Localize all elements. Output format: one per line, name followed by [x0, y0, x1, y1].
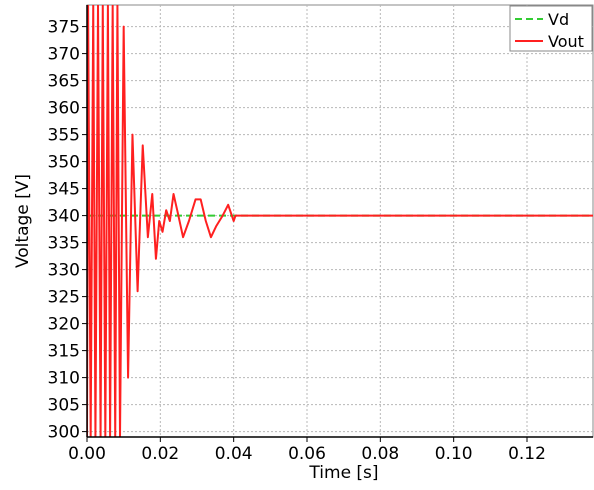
legend-label-vd: Vd	[548, 10, 569, 29]
axes	[82, 5, 593, 442]
y-tick-label: 345	[48, 180, 80, 200]
y-tick-label: 365	[48, 72, 80, 92]
x-axis-label: Time [s]	[308, 463, 378, 483]
x-tick-label: 0.10	[435, 444, 473, 464]
y-tick-labels: 300 305 310 315 320 325 330 335 340 345 350 355 360 3…	[48, 18, 80, 443]
y-tick-label: 305	[48, 396, 80, 416]
y-tick-label: 355	[48, 126, 80, 146]
y-tick-label: 325	[48, 288, 80, 308]
x-tick-labels: 0.00 0.02 0.04 0.06 0.08 0.10 0.12	[68, 444, 546, 464]
y-axis-label: Voltage [V]	[13, 174, 33, 268]
y-tick-label: 320	[48, 315, 80, 335]
y-tick-label: 370	[48, 45, 80, 65]
y-tick-label: 350	[48, 153, 80, 173]
y-tick-label: 335	[48, 234, 80, 254]
plot-area	[86, 4, 594, 438]
y-tick-label: 340	[48, 207, 80, 227]
y-tick-label: 315	[48, 342, 80, 362]
legend-label-vout: Vout	[548, 32, 584, 51]
series-group	[87, 5, 593, 437]
x-tick-label: 0.00	[68, 444, 106, 464]
y-tick-label: 330	[48, 261, 80, 281]
y-tick-label: 360	[48, 99, 80, 119]
y-tick-label: 300	[48, 423, 80, 443]
grid	[87, 5, 593, 437]
x-tick-label: 0.04	[215, 444, 253, 464]
x-tick-label: 0.12	[508, 444, 546, 464]
y-tick-label: 375	[48, 18, 80, 38]
y-tick-label: 310	[48, 369, 80, 389]
x-tick-label: 0.08	[361, 444, 399, 464]
legend: Vd Vout	[509, 5, 593, 52]
x-tick-label: 0.02	[141, 444, 179, 464]
legend-box	[509, 5, 593, 52]
series-line-vout	[87, 5, 593, 437]
x-tick-label: 0.06	[288, 444, 326, 464]
